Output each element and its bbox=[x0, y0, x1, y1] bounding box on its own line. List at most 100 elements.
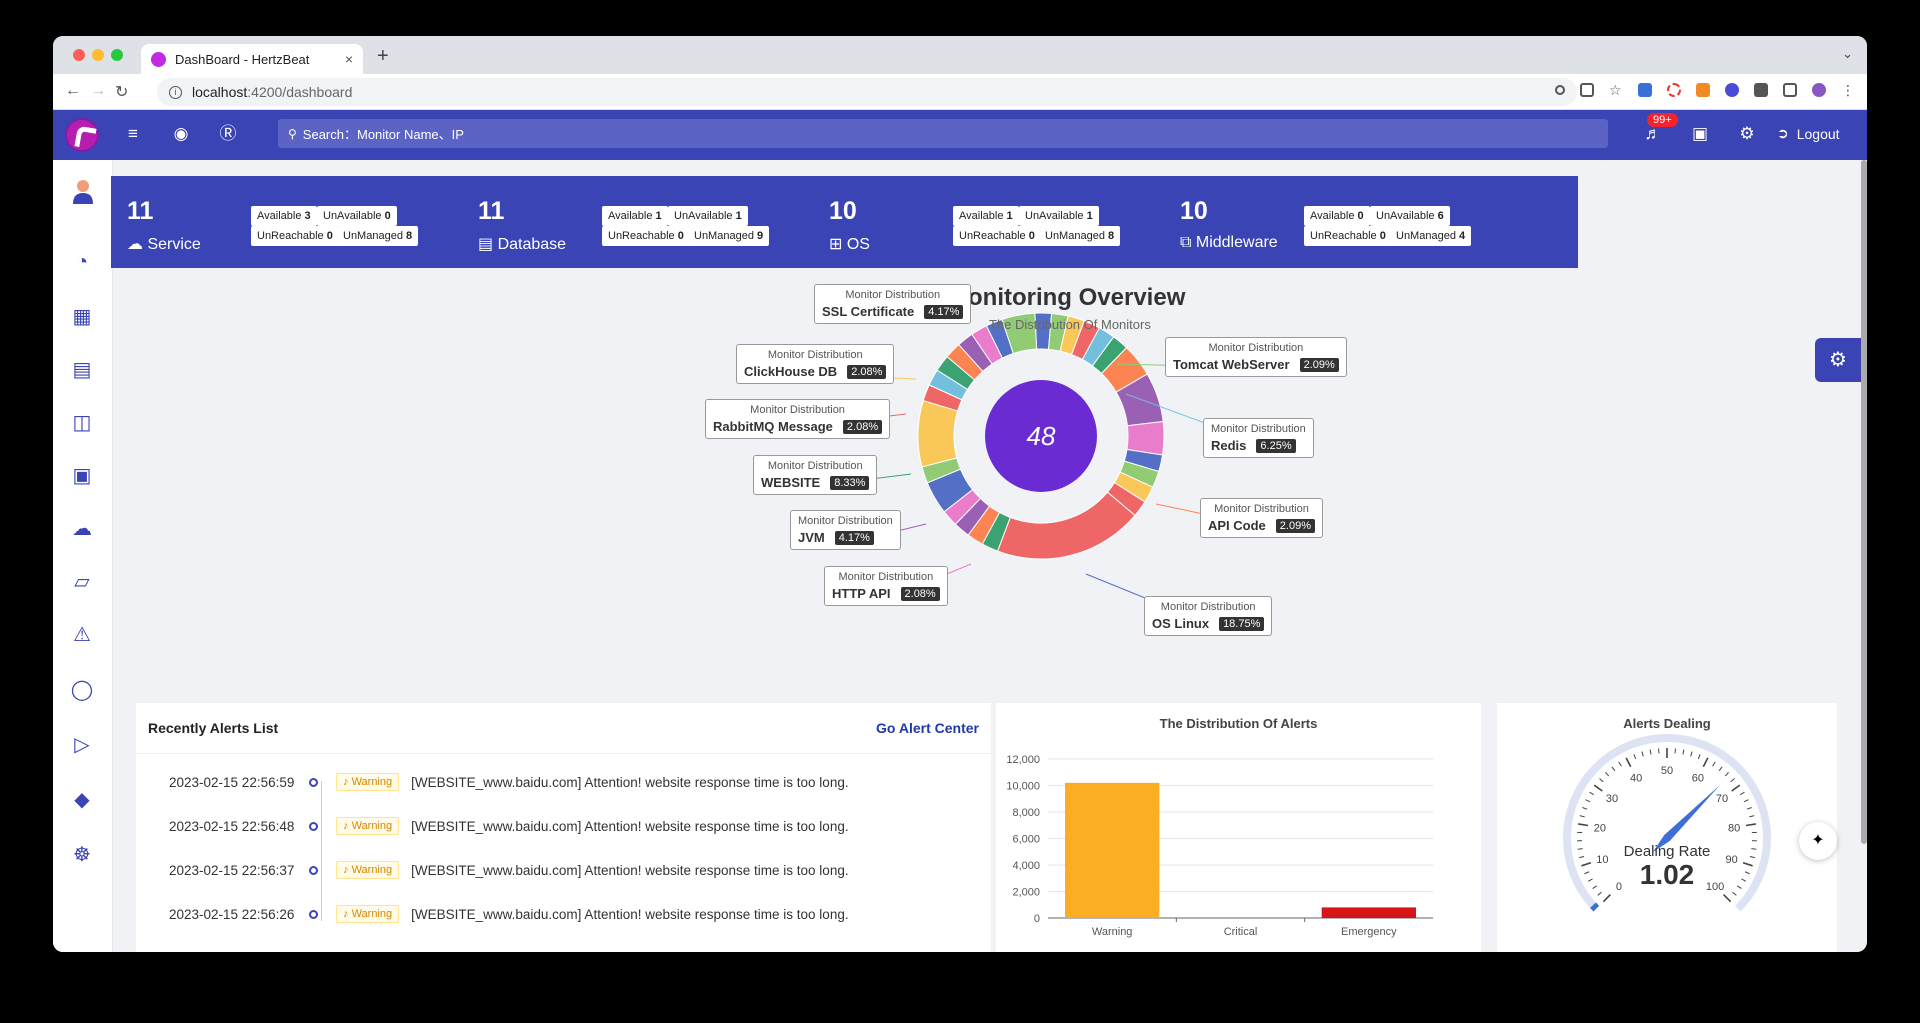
star-icon[interactable]: ☆ bbox=[1609, 82, 1622, 98]
status-chip-unreachable[interactable]: UnReachable 0 bbox=[251, 226, 339, 246]
browser-window: DashBoard - HertzBeat × + ⌄ ← → ↻ i loca… bbox=[53, 36, 1867, 952]
side-panel-icon[interactable] bbox=[1783, 83, 1797, 97]
donut-slice[interactable] bbox=[996, 491, 1136, 560]
sidebar-database-icon[interactable]: ▤ bbox=[72, 359, 92, 381]
bar-warning[interactable] bbox=[1065, 782, 1160, 918]
status-chip-unavailable[interactable]: UnAvailable 0 bbox=[317, 206, 397, 226]
sidebar-cloud-icon[interactable]: ☁ bbox=[72, 518, 92, 540]
theme-settings-button[interactable]: ⚙ bbox=[1815, 338, 1861, 382]
forward-arrow-icon[interactable]: → bbox=[90, 82, 106, 99]
gauge-tick bbox=[1744, 871, 1750, 875]
close-window-button[interactable] bbox=[73, 49, 85, 61]
key-icon[interactable] bbox=[1555, 85, 1565, 95]
share-icon[interactable] bbox=[1580, 83, 1594, 97]
alert-row[interactable]: 2023-02-15 22:56:37 ♪ Warning [WEBSITE_www… bbox=[169, 861, 849, 879]
reload-icon[interactable]: ↻ bbox=[115, 84, 129, 101]
chip-label: UnReachable bbox=[959, 230, 1026, 242]
y-tick-label: 10,000 bbox=[1006, 781, 1040, 793]
status-chip-available[interactable]: Available 1 bbox=[953, 206, 1019, 226]
notification-bell-icon[interactable]: ♬ bbox=[1644, 124, 1662, 143]
status-chip-unavailable[interactable]: UnAvailable 1 bbox=[668, 206, 748, 226]
status-chip-unmanaged[interactable]: UnManaged 4 bbox=[1390, 226, 1472, 246]
search-input[interactable]: ⚲ Search：Monitor Name、IP bbox=[278, 119, 1608, 148]
bell-icon: ♪ bbox=[343, 908, 352, 920]
sidebar-os-icon[interactable]: ◫ bbox=[72, 412, 92, 434]
tooltip-row: HTTP API 2.08% bbox=[832, 586, 940, 601]
site-info-icon[interactable]: i bbox=[169, 85, 182, 99]
tooltip-row: SSL Certificate 4.17% bbox=[822, 304, 964, 319]
sidebar-tag-icon[interactable]: ◆ bbox=[74, 789, 90, 811]
user-avatar[interactable] bbox=[71, 178, 95, 204]
donut-slice[interactable] bbox=[917, 399, 959, 468]
status-chip-available[interactable]: Available 0 bbox=[1304, 206, 1370, 226]
card-middleware[interactable]: 10 ⧉ Middleware Available 0 UnAvailable 6 Un… bbox=[1164, 176, 1578, 268]
sidebar-middleware-icon[interactable]: ▣ bbox=[72, 465, 92, 487]
sidebar-alarm-icon[interactable]: ⚠ bbox=[73, 624, 91, 646]
extension-at-icon[interactable] bbox=[1725, 83, 1739, 97]
card-service[interactable]: 11 ☁ Service Available 3 UnAvailable 0 UnRea… bbox=[111, 176, 525, 268]
settings-gear-icon[interactable]: ⚙ bbox=[1739, 124, 1755, 143]
gauge-tick-label: 0 bbox=[1616, 881, 1622, 893]
status-chip-unavailable[interactable]: UnAvailable 6 bbox=[1370, 206, 1450, 226]
recent-alerts-panel: Recently Alerts List Go Alert Center 202… bbox=[136, 703, 991, 952]
extension-stats-icon[interactable] bbox=[1638, 83, 1652, 97]
status-chip-available[interactable]: Available 3 bbox=[251, 206, 317, 226]
gitee-icon[interactable]: Ⓡ bbox=[219, 124, 237, 143]
tooltip-row: ClickHouse DB 2.08% bbox=[744, 364, 887, 379]
alert-row[interactable]: 2023-02-15 22:56:26 ♪ Warning [WEBSITE_www… bbox=[169, 905, 849, 923]
new-tab-button[interactable]: + bbox=[377, 45, 389, 67]
status-chip-available[interactable]: Available 1 bbox=[602, 206, 668, 226]
status-chip-unmanaged[interactable]: UnManaged 9 bbox=[688, 226, 770, 246]
menu-fold-icon[interactable]: ≡ bbox=[128, 124, 138, 143]
gauge-tick bbox=[1633, 754, 1637, 760]
url-path: :4200/dashboard bbox=[247, 84, 353, 100]
metamask-fox-icon[interactable] bbox=[1696, 83, 1710, 97]
profile-avatar-icon[interactable] bbox=[1812, 83, 1826, 97]
logout-button[interactable]: ➲ Logout bbox=[1777, 125, 1840, 142]
card-database[interactable]: 11 ▤ Database Available 1 UnAvailable 1 UnRe… bbox=[462, 176, 876, 268]
status-chip-unavailable[interactable]: UnAvailable 1 bbox=[1019, 206, 1099, 226]
tooltip-clickhouse-db: Monitor Distribution ClickHouse DB 2.08% bbox=[736, 344, 895, 384]
status-chip-unreachable[interactable]: UnReachable 0 bbox=[602, 226, 690, 246]
status-chip-unmanaged[interactable]: UnManaged 8 bbox=[337, 226, 419, 246]
sidebar-tshirt-icon[interactable]: ▱ bbox=[74, 571, 90, 593]
status-chip-unreachable[interactable]: UnReachable 0 bbox=[1304, 226, 1392, 246]
tooltip-row: OS Linux 18.75% bbox=[1152, 616, 1265, 631]
sidebar-bulb-icon[interactable]: ◯ bbox=[70, 679, 94, 701]
alert-row[interactable]: 2023-02-15 22:56:59 ♪ Warning [WEBSITE_www… bbox=[169, 773, 849, 791]
gauge-tick bbox=[1587, 878, 1593, 882]
go-alert-center-link[interactable]: Go Alert Center bbox=[876, 720, 979, 736]
page-scrollbar[interactable] bbox=[1861, 160, 1867, 844]
sidebar-notice-icon[interactable]: ▷ bbox=[74, 734, 90, 756]
maximize-window-button[interactable] bbox=[111, 49, 123, 61]
card-label-text: Middleware bbox=[1195, 234, 1278, 251]
bar-emergency[interactable] bbox=[1321, 907, 1416, 918]
puzzle-extensions-icon[interactable] bbox=[1754, 83, 1768, 97]
hertzbeat-logo[interactable] bbox=[65, 118, 99, 152]
tooltip-name: RabbitMQ Message bbox=[713, 419, 833, 434]
tooltip-value: 2.08% bbox=[900, 586, 940, 601]
bell-icon: ♪ bbox=[343, 864, 352, 876]
github-icon[interactable]: ◉ bbox=[173, 124, 189, 143]
tab-search-chevron-icon[interactable]: ⌄ bbox=[1842, 46, 1853, 61]
sidebar-global-icon[interactable]: ☸ bbox=[73, 844, 91, 866]
status-chip-unreachable[interactable]: UnReachable 0 bbox=[953, 226, 1041, 246]
tab-close-icon[interactable]: × bbox=[344, 51, 353, 67]
sidebar-monitors-icon[interactable]: ▦ bbox=[72, 306, 92, 328]
card-label: ▤ Database bbox=[478, 234, 566, 254]
alert-row[interactable]: 2023-02-15 22:56:48 ♪ Warning [WEBSITE_www… bbox=[169, 817, 849, 835]
browser-tab[interactable]: DashBoard - HertzBeat × bbox=[141, 44, 363, 74]
status-chip-unmanaged[interactable]: UnManaged 8 bbox=[1039, 226, 1121, 246]
lock-icon[interactable]: ▣ bbox=[1691, 124, 1709, 143]
more-menu-icon[interactable]: ⋮ bbox=[1841, 82, 1855, 98]
tooltip-header: Monitor Distribution bbox=[1208, 342, 1304, 354]
sidebar-dashboard-icon[interactable]: ◔ bbox=[75, 251, 89, 273]
gauge-tick bbox=[1723, 894, 1732, 903]
magic-wand-button[interactable]: ✦ bbox=[1799, 822, 1837, 860]
minimize-window-button[interactable] bbox=[92, 49, 104, 61]
extension-spinner-icon[interactable] bbox=[1667, 83, 1681, 97]
card-os[interactable]: 10 ⊞ OS Available 1 UnAvailable 1 UnReachabl… bbox=[813, 176, 1227, 268]
donut-slice[interactable] bbox=[1001, 312, 1038, 355]
url-field[interactable]: i localhost:4200/dashboard bbox=[157, 78, 1577, 106]
back-arrow-icon[interactable]: ← bbox=[65, 82, 81, 99]
